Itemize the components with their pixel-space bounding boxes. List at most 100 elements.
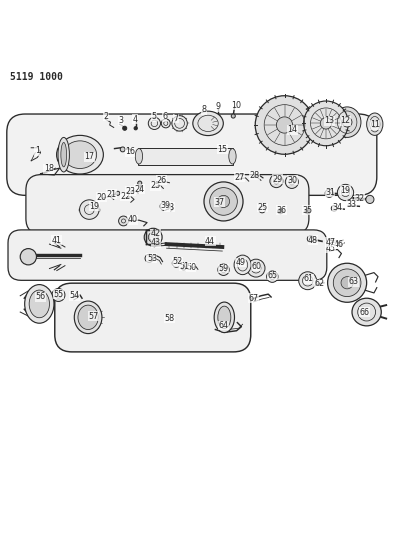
Text: 18: 18 [44,164,54,173]
Text: 66: 66 [359,308,370,317]
Circle shape [333,269,361,296]
Text: 1: 1 [35,146,40,155]
Circle shape [216,115,220,119]
Circle shape [52,288,65,302]
Text: 56: 56 [35,293,46,302]
Circle shape [285,175,298,189]
Text: 39: 39 [160,201,171,210]
Text: 33: 33 [346,200,356,209]
Text: 35: 35 [303,206,313,215]
Text: 25: 25 [150,182,160,190]
Text: 60: 60 [251,262,261,271]
Circle shape [138,181,142,185]
Text: 17: 17 [84,152,94,161]
Ellipse shape [367,113,383,135]
Circle shape [305,208,310,214]
Text: 9: 9 [216,102,221,111]
Ellipse shape [148,117,160,130]
Text: 57: 57 [88,312,98,321]
Circle shape [320,118,332,129]
Text: 59: 59 [218,264,228,273]
Circle shape [119,216,129,226]
Circle shape [217,195,230,207]
Ellipse shape [135,149,143,164]
Text: 53: 53 [147,254,157,263]
Text: 64: 64 [219,321,228,330]
Circle shape [270,175,283,188]
Circle shape [337,184,354,200]
Text: 2: 2 [103,111,108,120]
Circle shape [80,200,99,220]
Text: 61: 61 [304,274,314,283]
Ellipse shape [61,142,67,167]
Ellipse shape [214,302,235,333]
Ellipse shape [78,305,98,329]
Circle shape [145,254,153,262]
Ellipse shape [218,306,231,328]
Text: 30: 30 [288,176,298,185]
Circle shape [277,208,283,214]
Ellipse shape [25,285,54,323]
Circle shape [328,263,367,302]
Ellipse shape [29,290,49,318]
Circle shape [231,114,235,118]
Text: 44: 44 [205,237,215,246]
FancyBboxPatch shape [138,148,233,165]
Circle shape [116,191,120,195]
Circle shape [148,232,158,242]
Text: 45: 45 [326,244,336,253]
Text: 24: 24 [135,185,145,193]
Text: 47: 47 [326,238,336,247]
Ellipse shape [352,298,381,326]
Text: 16: 16 [125,147,135,156]
FancyBboxPatch shape [8,230,327,280]
Ellipse shape [234,255,251,274]
Text: 42: 42 [150,230,160,238]
FancyBboxPatch shape [7,114,377,195]
Text: 67: 67 [248,294,259,303]
Circle shape [182,266,186,270]
Ellipse shape [172,116,187,131]
Text: 65: 65 [267,271,277,280]
Circle shape [276,117,293,133]
Text: 22: 22 [121,192,131,201]
Circle shape [307,236,314,242]
Circle shape [341,277,353,289]
Circle shape [120,147,125,152]
Circle shape [86,156,93,163]
Ellipse shape [333,107,361,138]
Text: 21: 21 [106,190,116,199]
Text: 41: 41 [52,236,62,245]
Text: 19: 19 [89,202,99,211]
Text: 54: 54 [70,291,80,300]
Circle shape [372,121,378,127]
Text: 43: 43 [151,238,161,247]
Text: 50: 50 [186,263,196,272]
Text: 55: 55 [53,289,64,298]
Circle shape [144,228,162,246]
Ellipse shape [161,119,170,128]
Text: 27: 27 [235,173,245,182]
Text: 37: 37 [214,198,224,207]
Circle shape [342,117,352,127]
Ellipse shape [57,135,103,174]
Text: 28: 28 [250,171,260,180]
Text: 63: 63 [348,278,359,286]
Circle shape [20,248,36,265]
Text: 58: 58 [164,314,175,323]
Text: 7: 7 [174,114,179,123]
Circle shape [304,101,348,146]
FancyBboxPatch shape [55,283,251,352]
Ellipse shape [229,149,236,164]
Circle shape [366,195,374,204]
Text: 48: 48 [308,236,318,245]
Circle shape [123,126,127,130]
Text: 13: 13 [324,116,334,125]
Text: 25: 25 [258,203,268,212]
Text: 6: 6 [162,112,167,122]
Circle shape [255,96,314,154]
Text: 23: 23 [126,187,136,196]
Text: 20: 20 [96,193,106,202]
Text: 36: 36 [276,206,286,215]
Text: 31: 31 [325,188,335,197]
